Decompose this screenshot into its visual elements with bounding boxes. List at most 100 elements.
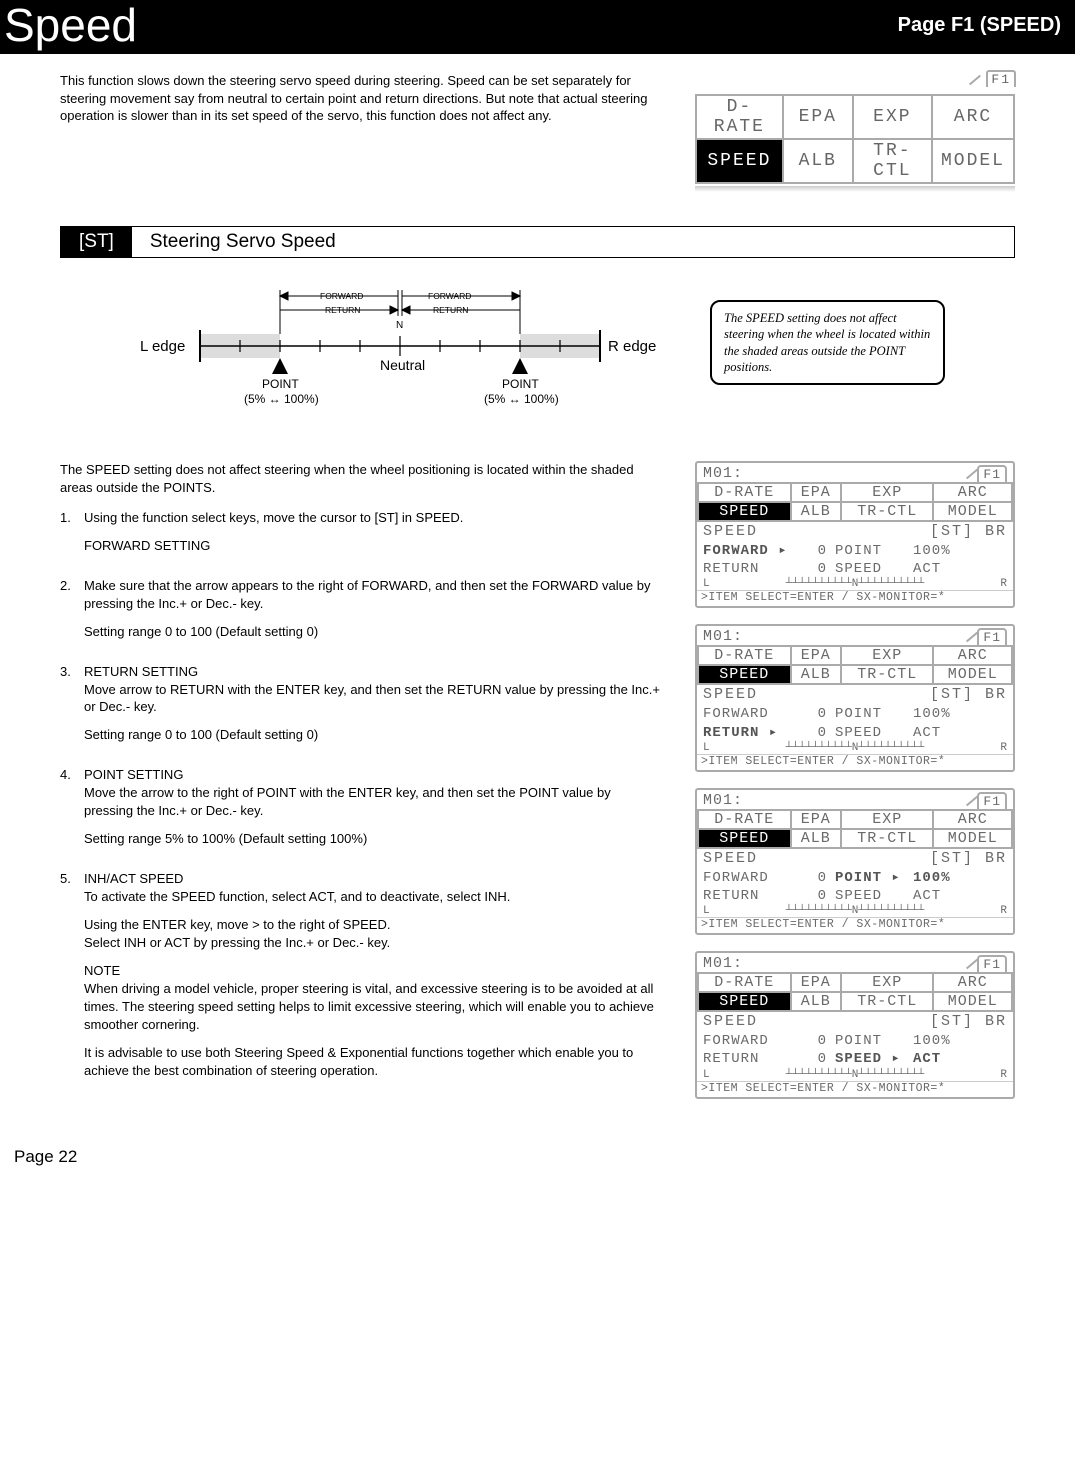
section-label: Steering Servo Speed [132, 227, 354, 257]
l1-title: SPEED [703, 523, 758, 540]
lcd-column: M01:F1 D-RATEEPAEXPARC SPEEDALBTR-CTLMOD… [695, 461, 1015, 1115]
l3r2c2: ALB [791, 829, 841, 848]
main-columns: The SPEED setting does not affect steeri… [60, 461, 1015, 1115]
step4-title: POINT SETTING [84, 766, 661, 784]
sl4-N: N [852, 1069, 859, 1081]
step2-range: Setting range 0 to 100 (Default setting … [84, 623, 661, 641]
range-r: (5% ↔ 100%) [484, 392, 559, 406]
step-1: 1. Using the function select keys, move … [60, 509, 661, 565]
l4r1c1: D-RATE [698, 973, 791, 992]
l1-pt: POINT [835, 542, 913, 560]
sl2-R: R [1000, 742, 1007, 754]
l3r1c2: EPA [791, 810, 841, 829]
l3-ret: RETURN [703, 887, 791, 905]
fwd-r: FORWARD [428, 291, 471, 301]
l1r1c4: ARC [933, 483, 1012, 502]
step5a: To activate the SPEED function, select A… [84, 888, 661, 906]
l4-pt: POINT [835, 1032, 913, 1050]
note-title: NOTE [84, 962, 661, 980]
l2-fval: 0 [791, 705, 835, 723]
l3-sval: ACT [913, 887, 973, 905]
l3r2sel: SPEED [698, 829, 791, 848]
top-banner: Speed Page F1 (SPEED) [0, 0, 1075, 54]
mini-r2c2: ALB [783, 139, 853, 183]
l3-model: M01: [703, 792, 743, 809]
l2r1c1: D-RATE [698, 646, 791, 665]
intro-text: This function slows down the steering se… [60, 72, 675, 192]
l2-tab: F1 [977, 628, 1007, 645]
step5b: Using the ENTER key, move > to the right… [84, 916, 661, 934]
l4-sval: ACT [913, 1050, 973, 1068]
step2-num: 2. [60, 577, 76, 651]
l4-body: FORWARD0POINT100% RETURN0SPEED ▸ACT [697, 1030, 1013, 1068]
l4-fwd: FORWARD [703, 1032, 791, 1050]
l2-rval: 0 [791, 724, 835, 742]
mini-lcd: F1 D-RATE EPA EXP ARC SPEED ALB TR-CTL M… [695, 72, 1015, 192]
l1-rval: 0 [791, 560, 835, 578]
callout-box: The SPEED setting does not affect steeri… [710, 300, 945, 385]
l1-fval: 0 [791, 542, 835, 560]
mini-r2-sel: SPEED [696, 139, 783, 183]
step4-range: Setting range 5% to 100% (Default settin… [84, 830, 661, 848]
l4r2c4: MODEL [933, 992, 1012, 1011]
l3r1c3: EXP [841, 810, 934, 829]
l2-sval: ACT [913, 724, 973, 742]
l4r2c3: TR-CTL [841, 992, 934, 1011]
sl3-R: R [1000, 905, 1007, 917]
l1-ret: RETURN [703, 560, 791, 578]
section-bar: [ST] Steering Servo Speed [60, 226, 1015, 258]
l1-slider: L┴┴┴┴┴┴┴┴┴┴N┴┴┴┴┴┴┴┴┴┴R [697, 578, 1013, 590]
l4-fval: 0 [791, 1032, 835, 1050]
sl2-L: L [703, 742, 710, 754]
intro-row: This function slows down the steering se… [60, 72, 1015, 192]
step-5: 5. INH/ACT SPEED To activate the SPEED f… [60, 870, 661, 1089]
mini-r2c3: TR-CTL [853, 139, 932, 183]
l1r1c1: D-RATE [698, 483, 791, 502]
l3r2c3: TR-CTL [841, 829, 934, 848]
l1r1c2: EPA [791, 483, 841, 502]
l3-br: [ST] BR [930, 850, 1007, 867]
point-l: POINT [262, 377, 299, 391]
diagram-row: L edge R edge FORWARD FORWARD RETURN RET… [60, 286, 1015, 421]
l2r2c4: MODEL [933, 665, 1012, 684]
l2r1c3: EXP [841, 646, 934, 665]
page-content: This function slows down the steering se… [0, 54, 1075, 1135]
l2-body: FORWARD0POINT100% RETURN ▸0SPEEDACT [697, 703, 1013, 741]
range-l: (5% ↔ 100%) [244, 392, 319, 406]
l2r1c4: ARC [933, 646, 1012, 665]
l3-pt: POINT ▸ [835, 869, 913, 887]
l1r2c4: MODEL [933, 502, 1012, 521]
mini-r1c4: ARC [932, 95, 1014, 139]
l2r2c2: ALB [791, 665, 841, 684]
l2r2c3: TR-CTL [841, 665, 934, 684]
mini-r1c2: EPA [783, 95, 853, 139]
l2-footer: >ITEM SELECT=ENTER / SX-MONITOR=* [697, 754, 1013, 768]
step3-title: RETURN SETTING [84, 663, 661, 681]
l4-br: [ST] BR [930, 1013, 1007, 1030]
l4-ret: RETURN [703, 1050, 791, 1068]
steering-diagram: L edge R edge FORWARD FORWARD RETURN RET… [130, 286, 670, 421]
l4-sp: SPEED ▸ [835, 1050, 913, 1068]
sl3-L: L [703, 905, 710, 917]
mini-lcd-table: F1 D-RATE EPA EXP ARC SPEED ALB TR-CTL M… [695, 72, 1015, 184]
lcd1-grid: D-RATEEPAEXPARC SPEEDALBTR-CTLMODEL [697, 482, 1013, 522]
l1-footer: >ITEM SELECT=ENTER / SX-MONITOR=* [697, 590, 1013, 604]
l2-fwd: FORWARD [703, 705, 791, 723]
lcd-panel-3: M01:F1 D-RATEEPAEXPARC SPEEDALBTR-CTLMOD… [695, 788, 1015, 935]
l4r1c4: ARC [933, 973, 1012, 992]
l2-br: [ST] BR [930, 686, 1007, 703]
tab-line [969, 75, 981, 86]
lcd1-model: M01: [703, 465, 743, 482]
l2-sp: SPEED [835, 724, 913, 742]
mini-r1c1: D-RATE [696, 95, 783, 139]
l4-tab: F1 [977, 955, 1007, 972]
step4-text: Move the arrow to the right of POINT wit… [84, 784, 661, 820]
l3-tab: F1 [977, 792, 1007, 809]
l4-rval: 0 [791, 1050, 835, 1068]
sl2-N: N [852, 742, 859, 754]
lcd-panel-2: M01:F1 D-RATEEPAEXPARC SPEEDALBTR-CTLMOD… [695, 624, 1015, 771]
l1-fwd: FORWARD ▸ [703, 542, 791, 560]
body-intro: The SPEED setting does not affect steeri… [60, 461, 661, 497]
step3-text: Move arrow to RETURN with the ENTER key,… [84, 681, 661, 717]
l2-slider: L┴┴┴┴┴┴┴┴┴┴N┴┴┴┴┴┴┴┴┴┴R [697, 742, 1013, 754]
